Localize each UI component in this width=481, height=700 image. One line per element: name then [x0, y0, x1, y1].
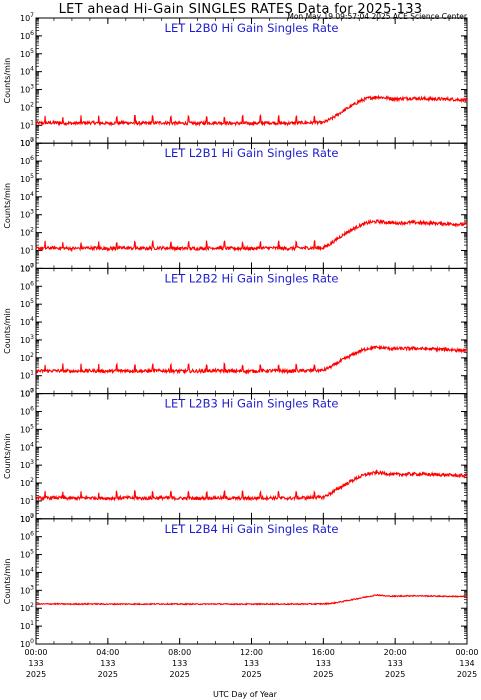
x-tick-label: 04:00: [96, 648, 119, 657]
panel-4-ytick-label: 101: [20, 620, 34, 631]
x-tick-label: 16:00: [312, 648, 335, 657]
panel-1-ytick-label: 104: [20, 191, 34, 202]
panel-4-ytick-label: 107: [20, 513, 34, 524]
panel-1-ytick-label: 106: [20, 155, 34, 166]
panel-2-ytick-label: 100: [20, 388, 34, 399]
x-tick-label: 2025: [241, 670, 261, 679]
panel-1-series-line: [35, 218, 468, 253]
panel-0-ytick-label: 102: [20, 101, 34, 112]
panel-1-frame: [35, 142, 468, 269]
x-tick-label: 20:00: [384, 648, 407, 657]
x-tick-label: 133: [100, 659, 115, 668]
panel-3-ytick-label: 107: [20, 388, 34, 399]
x-tick-label: 2025: [98, 670, 118, 679]
panel-3-ytick-label: 105: [20, 423, 34, 434]
panel-3-series-line: [35, 469, 468, 502]
panel-4-ytick-label: 103: [20, 584, 34, 595]
panel-4-title: LET L2B4 Hi Gain Singles Rate: [165, 522, 339, 536]
panel-3-ytick-label: 104: [20, 441, 34, 452]
panel-3-ytick-label: 103: [20, 459, 34, 470]
page-title: LET ahead Hi-Gain SINGLES RATES Data for…: [58, 2, 423, 17]
panel-3-ytick-label: 101: [20, 495, 34, 506]
x-tick-label: 00:00: [455, 648, 478, 657]
panel-4-series-line: [35, 593, 468, 606]
x-tick-label: 12:00: [240, 648, 263, 657]
panel-0-ytick-label: 106: [20, 30, 34, 41]
panel-4-ytick-label: 105: [20, 549, 34, 560]
panel-1-ytick-label: 100: [20, 262, 34, 273]
panel-0-title: LET L2B0 Hi Gain Singles Rate: [165, 21, 339, 35]
panel-4-ytick-label: 102: [20, 602, 34, 613]
panel-0-ytick-label: 100: [20, 137, 34, 148]
panel-3-title: LET L2B3 Hi Gain Singles Rate: [165, 397, 339, 411]
panel-0-ytick-label: 104: [20, 66, 34, 77]
panel-1-ytick-label: 105: [20, 173, 34, 184]
panel-1-title: LET L2B1 Hi Gain Singles Rate: [165, 146, 339, 160]
x-tick-label: 133: [316, 659, 331, 668]
x-tick-label: 133: [28, 659, 43, 668]
x-tick-label: 133: [172, 659, 187, 668]
x-tick-label: 08:00: [168, 648, 191, 657]
panel-3-ytick-label: 106: [20, 405, 34, 416]
timestamp: Mon May 19 09:57:04 2025 ACE Science Cen…: [287, 12, 467, 21]
panel-3-ylabel: Counts/min: [3, 433, 12, 479]
panel-1-ytick-label: 101: [20, 245, 34, 256]
panel-2-ytick-label: 106: [20, 280, 34, 291]
panel-2-ylabel: Counts/min: [3, 308, 12, 354]
panel-3-ytick-label: 102: [20, 477, 34, 488]
panel-2-series-line: [35, 344, 468, 375]
x-tick-label: 134: [459, 659, 474, 668]
panel-0-series-line: [35, 94, 468, 127]
panel-1-ytick-label: 103: [20, 209, 34, 220]
panel-4-ylabel: Counts/min: [3, 559, 12, 605]
panel-4-ytick-label: 100: [20, 638, 34, 649]
panel-4-ytick-label: 104: [20, 566, 34, 577]
x-tick-label: 00:00: [24, 648, 47, 657]
panel-0-ytick-label: 105: [20, 48, 34, 59]
panel-4-ytick-label: 106: [20, 531, 34, 542]
panel-0-ytick-label: 103: [20, 84, 34, 95]
panel-2-ytick-label: 104: [20, 316, 34, 327]
panel-0-ytick-label: 107: [20, 12, 34, 23]
panel-2-frame: [35, 267, 468, 395]
panel-0-ylabel: Counts/min: [3, 58, 12, 104]
panel-2-title: LET L2B2 Hi Gain Singles Rate: [165, 271, 339, 285]
panel-1-ytick-label: 102: [20, 227, 34, 238]
panel-1-ytick-label: 107: [20, 137, 34, 148]
panel-2-ytick-label: 107: [20, 262, 34, 273]
panel-2-ytick-label: 105: [20, 298, 34, 309]
panel-1-ylabel: Counts/min: [3, 183, 12, 229]
x-tick-label: 2025: [385, 670, 405, 679]
panel-2-ytick-label: 103: [20, 334, 34, 345]
x-tick-label: 2025: [26, 670, 46, 679]
x-tick-label: 133: [388, 659, 403, 668]
panel-2-ytick-label: 101: [20, 370, 34, 381]
panel-4-frame: [35, 518, 468, 645]
x-tick-label: 133: [244, 659, 259, 668]
x-tick-label: 2025: [313, 670, 333, 679]
x-axis-label: UTC Day of Year: [213, 690, 278, 699]
x-tick-label: 2025: [169, 670, 189, 679]
panel-3-ytick-label: 100: [20, 513, 34, 524]
panel-2-ytick-label: 102: [20, 352, 34, 363]
panel-0-ytick-label: 101: [20, 119, 34, 130]
x-tick-label: 2025: [457, 670, 477, 679]
